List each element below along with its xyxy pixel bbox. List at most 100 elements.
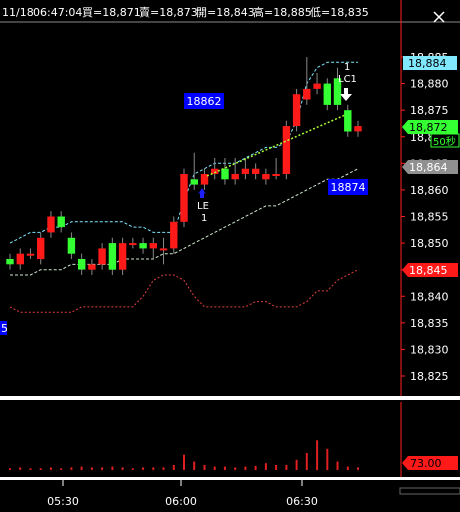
tag-upper-band: 18,884 [403, 56, 457, 70]
y-tick-label: 18,840 [410, 290, 449, 303]
y-tick-label: 18,825 [410, 370, 449, 383]
tag-lower-band: 18,845 [402, 263, 458, 277]
middle-band-line [10, 168, 359, 276]
annotation-box-18862 [184, 93, 224, 109]
upper-band-line [9, 61, 358, 244]
entry-qty: 1 [201, 213, 207, 224]
header-time: 06:47:04 [33, 6, 82, 19]
candle-body [344, 110, 352, 132]
candle-body [170, 221, 178, 249]
candle-body [139, 243, 147, 249]
candle-body [262, 174, 270, 180]
volume-bar [193, 461, 196, 470]
volume-bar [316, 440, 319, 471]
candle-body [47, 216, 55, 233]
header-bid: 買=18,871 [82, 6, 141, 19]
candle-body [6, 259, 14, 265]
candle-body [313, 83, 321, 89]
price-axis: 18,88518,88018,87518,87018,86518,86018,8… [401, 51, 449, 383]
tag-lower-band-text: 18,845 [409, 264, 448, 277]
candle-body [190, 179, 198, 185]
candle-body [303, 88, 311, 100]
candle-body [180, 174, 188, 222]
tag-mid-band: 18,864 [402, 160, 458, 174]
candle-body [88, 264, 96, 270]
long-entry-arrow-icon [198, 188, 206, 198]
candle-body [26, 253, 35, 256]
exit-arrow-icon [340, 88, 352, 101]
y-tick-label: 18,860 [410, 184, 449, 197]
volume-bar [162, 467, 165, 470]
candle-body [118, 243, 127, 270]
volume-bar [346, 466, 349, 470]
candle-body [323, 83, 331, 105]
tag-timer-text: 50秒 [433, 135, 456, 148]
candle-body [211, 168, 219, 174]
volume-bar [29, 468, 32, 470]
volume-bar [326, 448, 329, 471]
volume-bar [142, 467, 145, 470]
pane-separator-top[interactable] [0, 396, 460, 400]
candle-body [129, 243, 137, 246]
pane-separator-bottom[interactable] [0, 477, 460, 480]
volume-bar [295, 459, 298, 470]
volume-bar [244, 466, 247, 470]
candle-body [57, 216, 65, 228]
time-axis: 05:30 06:00 06:30 [47, 480, 318, 508]
volume-bar [19, 467, 22, 470]
volume-bar [39, 468, 42, 470]
candle-body [67, 237, 76, 254]
annotation-text-18874: 18874 [331, 181, 366, 194]
tag-volume-text: 73.00 [410, 457, 442, 470]
entry-label: LE [197, 201, 209, 212]
volume-bar [60, 468, 63, 470]
annotation-box-left [0, 321, 7, 335]
tag-mid-band-text: 18,864 [409, 161, 448, 174]
exit-qty: 1 [344, 62, 350, 73]
candle-body [252, 168, 260, 174]
candle-body [282, 126, 291, 174]
candle-body [272, 174, 280, 176]
header-low: 低=18,835 [310, 6, 369, 19]
volume-bar [121, 467, 124, 470]
candle-body [292, 94, 301, 127]
volume-bar [203, 464, 206, 470]
volume-bar [357, 467, 359, 470]
volume-bar [305, 453, 308, 470]
candle-body [78, 259, 86, 270]
volume-bar [90, 467, 93, 470]
scrollbar[interactable] [399, 487, 460, 495]
candle-body [149, 243, 157, 249]
header-high: 高=18,885 [253, 5, 312, 19]
y-tick-label: 18,850 [410, 237, 449, 250]
candle-body [221, 168, 229, 180]
tag-timer: 50秒 [430, 133, 460, 148]
y-tick-label: 18,835 [410, 317, 449, 330]
tag-last-price-text: 18,872 [409, 121, 448, 134]
tag-upper-band-text: 18,884 [408, 57, 447, 70]
volume-bar [213, 466, 216, 470]
annotation-box-18874 [328, 179, 368, 195]
volume-bar [336, 461, 339, 470]
y-tick-label: 18,855 [410, 211, 449, 224]
annotation-text-18862: 18862 [187, 95, 222, 108]
volume-bar [49, 467, 52, 470]
volume-bar [9, 468, 11, 470]
x-tick-label: 06:00 [165, 495, 197, 508]
annotation-text-left: 5 [1, 322, 8, 335]
candle-body [16, 253, 24, 265]
y-tick-label: 18,875 [410, 104, 449, 117]
volume-bar [80, 466, 83, 470]
y-tick-label: 18,830 [410, 343, 449, 356]
candle-body [159, 248, 168, 251]
candle-body [37, 237, 45, 260]
candle-body [241, 168, 250, 174]
volume-bar [101, 467, 104, 470]
header-ask: 賣=18,873 [139, 5, 198, 19]
candle-body [333, 78, 342, 105]
volume-bar [183, 454, 185, 470]
volume-bar [111, 466, 114, 470]
close-icon[interactable] [430, 9, 447, 24]
lower-band-line [9, 269, 359, 313]
volume-bar [223, 466, 226, 470]
